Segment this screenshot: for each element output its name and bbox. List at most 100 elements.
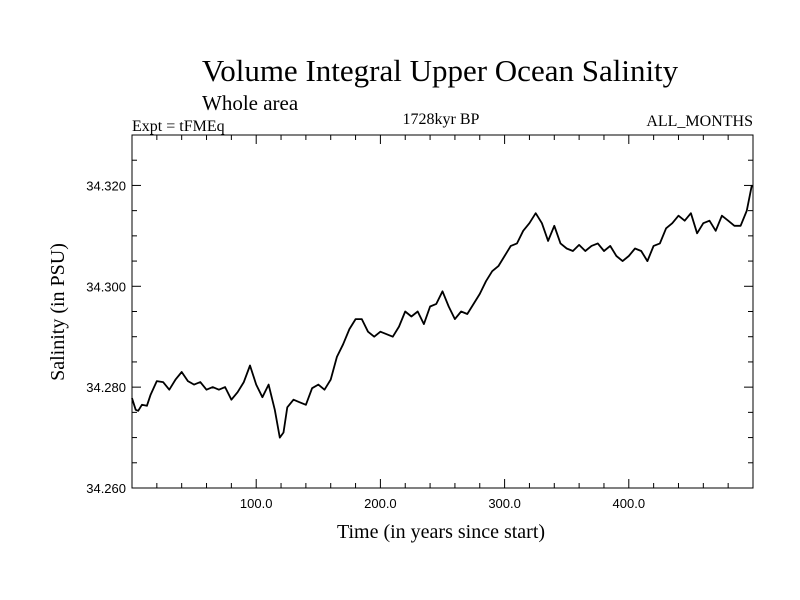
y-tick-label: 34.260 [86, 481, 126, 496]
data-point [516, 242, 518, 245]
data-point [156, 380, 158, 382]
data-point [311, 387, 313, 389]
data-point [174, 378, 177, 381]
y-tick-label: 34.300 [86, 279, 126, 294]
data-point [615, 255, 617, 257]
data-point [249, 364, 251, 367]
data-point [224, 386, 226, 388]
data-point [187, 380, 189, 382]
data-point [708, 220, 711, 222]
data-point [634, 247, 636, 250]
data-point [361, 318, 363, 320]
data-point [746, 210, 748, 212]
data-point [510, 245, 512, 247]
data-point [162, 381, 164, 383]
data-point [279, 436, 281, 439]
data-point [218, 389, 220, 391]
data-point [268, 384, 270, 386]
y-tick-label: 34.280 [86, 380, 126, 395]
data-point [497, 265, 499, 267]
data-point [572, 250, 574, 252]
chart-subtitle: Whole area [202, 91, 299, 115]
data-point [479, 293, 481, 295]
data-point [621, 260, 624, 262]
data-point [299, 401, 301, 403]
data-point [646, 260, 649, 262]
data-point [255, 384, 257, 386]
x-tick-label: 300.0 [488, 496, 521, 511]
data-point [559, 242, 562, 245]
data-point [671, 222, 673, 224]
data-point [336, 356, 338, 358]
x-axis-label: Time (in years since start) [337, 521, 545, 543]
data-point [317, 384, 319, 386]
data-point [367, 331, 369, 333]
data-point [659, 242, 661, 245]
data-point [305, 404, 307, 406]
data-point [485, 280, 487, 282]
data-point [441, 290, 444, 292]
data-point [417, 310, 419, 313]
plot-frame [131, 134, 754, 489]
data-point [131, 397, 133, 399]
data-point [286, 406, 288, 408]
data-point [702, 222, 704, 224]
data-point [677, 215, 680, 217]
y-tick-label: 34.320 [86, 178, 126, 193]
chart-title: Volume Integral Upper Ocean Salinity [202, 53, 679, 88]
data-point [392, 336, 394, 338]
data-point [690, 212, 692, 214]
data-point [466, 313, 468, 315]
y-axis-tick-labels: 34.260 34.280 34.300 34.320 [86, 178, 126, 496]
data-point [137, 410, 139, 412]
data-point [653, 245, 655, 247]
data-point [491, 270, 493, 272]
x-tick-label: 200.0 [364, 496, 397, 511]
data-point [354, 318, 357, 320]
data-point [330, 378, 332, 381]
data-point [292, 399, 295, 401]
data-point [609, 245, 611, 247]
data-point [135, 409, 137, 411]
data-point [566, 247, 568, 250]
salinity-series-points [131, 184, 753, 439]
data-point [721, 215, 723, 217]
data-point [696, 232, 698, 234]
data-point [597, 242, 599, 245]
data-point [282, 431, 285, 434]
data-point [715, 230, 717, 232]
data-point [379, 331, 381, 333]
data-point [423, 323, 425, 325]
x-axis-tick-labels: 100.0 200.0 300.0 400.0 [240, 496, 645, 511]
salinity-series-line [131, 185, 753, 439]
data-point [628, 255, 630, 257]
data-point [150, 394, 152, 396]
y-axis-label: Salinity (in PSU) [47, 243, 69, 381]
data-point [553, 225, 555, 227]
data-point [386, 333, 388, 335]
data-point [522, 230, 524, 232]
data-point [547, 240, 549, 242]
data-point [193, 384, 195, 386]
data-point [181, 371, 183, 373]
x-tick-label: 100.0 [240, 496, 273, 511]
data-point [199, 381, 201, 383]
period-label: 1728kyr BP [403, 111, 480, 128]
data-point [429, 305, 431, 308]
y-axis-ticks [132, 159, 753, 464]
data-point [578, 244, 580, 246]
data-point [640, 250, 642, 252]
data-point [454, 318, 456, 320]
x-tick-label: 400.0 [613, 496, 646, 511]
data-point [541, 222, 543, 224]
data-point [274, 409, 276, 411]
data-point [410, 315, 413, 318]
data-point [504, 255, 506, 257]
data-point [460, 310, 462, 313]
data-point [435, 303, 437, 305]
data-point [584, 250, 586, 252]
data-point [146, 405, 148, 407]
data-point [448, 305, 450, 308]
data-point [205, 389, 208, 391]
